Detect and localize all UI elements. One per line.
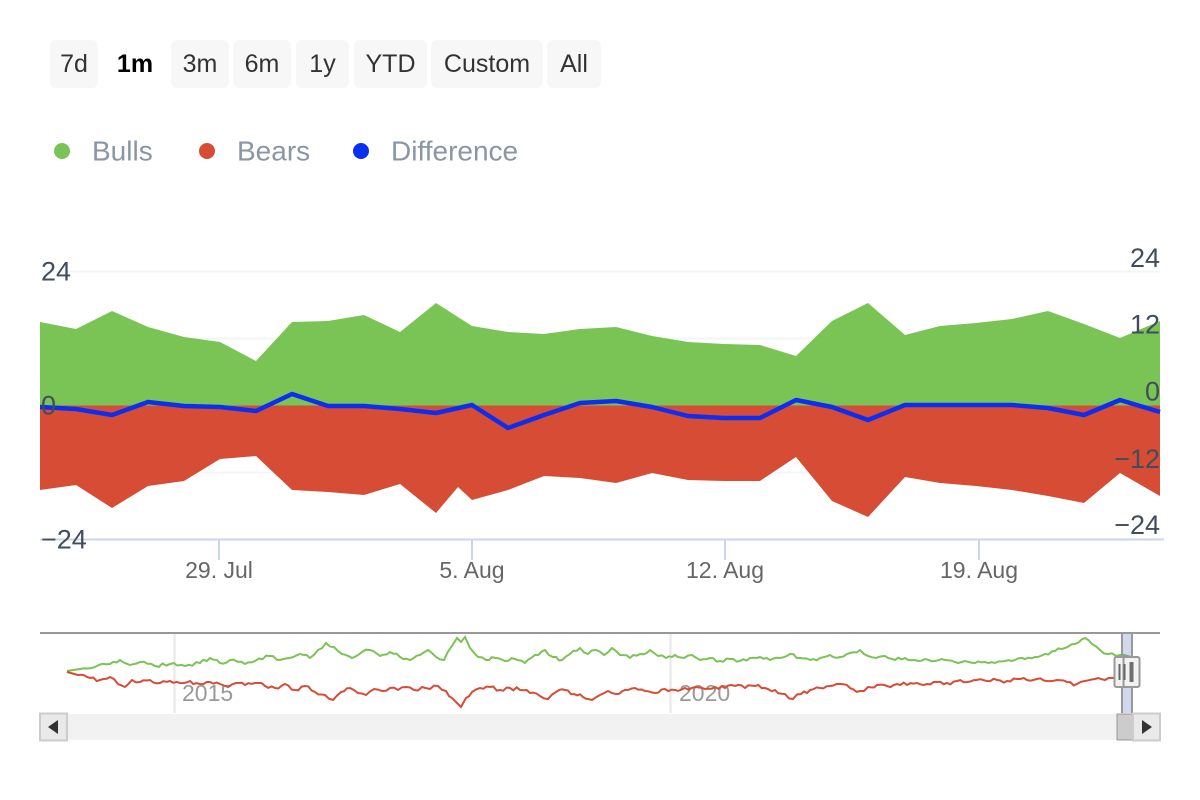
svg-text:2020: 2020 — [679, 680, 730, 706]
svg-text:Custom: Custom — [444, 50, 530, 78]
svg-text:−12: −12 — [1114, 444, 1160, 474]
svg-text:19. Aug: 19. Aug — [940, 557, 1018, 583]
svg-text:3m: 3m — [183, 50, 218, 78]
svg-text:24: 24 — [1130, 243, 1160, 273]
svg-text:Bears: Bears — [237, 136, 310, 167]
svg-text:Bulls: Bulls — [92, 136, 153, 167]
svg-text:24: 24 — [41, 257, 71, 287]
svg-text:All: All — [560, 50, 588, 78]
svg-text:12. Aug: 12. Aug — [686, 557, 764, 583]
svg-text:2015: 2015 — [182, 680, 233, 706]
svg-text:0: 0 — [41, 391, 56, 421]
svg-text:5. Aug: 5. Aug — [439, 557, 504, 583]
svg-text:−24: −24 — [41, 525, 87, 555]
svg-text:6m: 6m — [245, 50, 280, 78]
svg-text:Difference: Difference — [391, 136, 518, 167]
svg-text:12: 12 — [1130, 310, 1160, 340]
svg-text:1m: 1m — [117, 50, 153, 78]
svg-text:7d: 7d — [60, 50, 88, 78]
svg-text:1y: 1y — [309, 50, 336, 78]
svg-text:−24: −24 — [1114, 510, 1160, 540]
svg-text:29. Jul: 29. Jul — [185, 557, 253, 583]
svg-text:0: 0 — [1145, 377, 1160, 407]
svg-text:YTD: YTD — [366, 50, 416, 78]
